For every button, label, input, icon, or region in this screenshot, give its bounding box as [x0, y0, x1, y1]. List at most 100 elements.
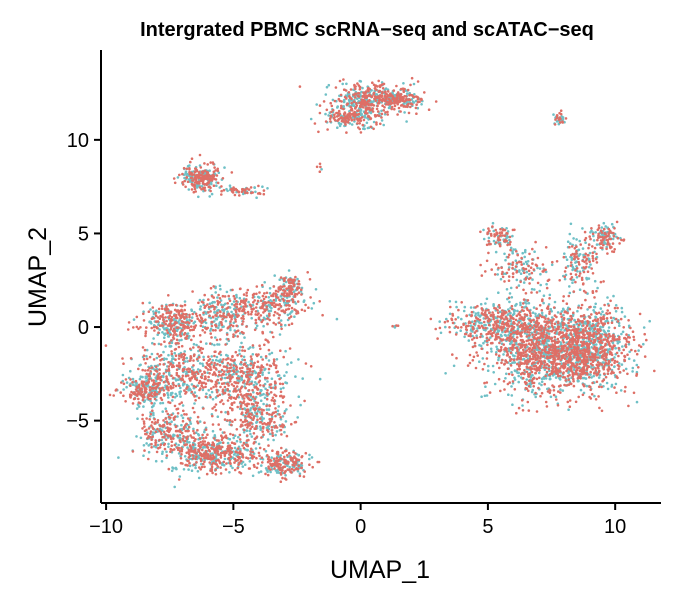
scrna-point [545, 286, 549, 290]
scatac-point [320, 168, 323, 171]
scrna-point [525, 343, 528, 347]
scrna-point [605, 353, 609, 356]
scrna-point [462, 323, 465, 327]
scatac-point [169, 392, 173, 395]
scrna-point [356, 94, 360, 98]
scatac-point [251, 353, 255, 356]
scatac-point [569, 222, 573, 226]
scrna-point [600, 350, 603, 354]
scrna-point [476, 304, 479, 308]
scrna-point [481, 368, 485, 371]
scrna-point [500, 339, 504, 342]
scatac-point [259, 355, 263, 359]
scrna-point [393, 104, 397, 108]
scatac-point [522, 262, 526, 266]
scrna-point [476, 354, 480, 357]
scatac-point [268, 305, 272, 309]
scrna-point [465, 314, 469, 317]
scatac-point [519, 376, 523, 379]
scatac-point [229, 328, 232, 332]
scrna-point [516, 355, 519, 358]
scrna-point [262, 192, 266, 196]
scrna-point [502, 325, 506, 329]
scatac-point [581, 227, 584, 230]
scatac-point [508, 330, 511, 334]
scrna-point [403, 87, 406, 91]
scatac-point [589, 373, 592, 376]
scatac-point [286, 363, 289, 366]
scatac-point [177, 443, 180, 447]
scatac-point [161, 331, 164, 334]
scatac-point [222, 325, 225, 328]
scatac-point [523, 250, 527, 254]
scatac-point [214, 286, 217, 290]
scatac-point [172, 433, 175, 437]
scrna-point [594, 338, 597, 342]
scrna-point [507, 309, 511, 313]
scatac-point [243, 463, 247, 467]
scrna-point [570, 317, 574, 320]
scrna-point [525, 335, 529, 338]
scatac-point [266, 380, 269, 383]
scrna-point [318, 170, 322, 173]
scatac-point [484, 329, 487, 332]
scrna-point [594, 367, 597, 370]
scrna-point [538, 304, 542, 307]
scatac-point [512, 248, 515, 251]
scatac-point [547, 359, 551, 363]
scrna-point [547, 317, 550, 321]
scrna-point [492, 317, 495, 321]
scatac-point [211, 429, 215, 433]
scrna-point [526, 299, 530, 302]
scatac-point [258, 296, 261, 299]
scatac-point [325, 85, 329, 89]
scatac-point [614, 310, 618, 313]
scrna-point [559, 350, 562, 353]
scatac-point [547, 303, 551, 306]
scrna-point [502, 380, 506, 383]
scrna-point [626, 372, 629, 376]
scrna-point [214, 169, 217, 172]
scrna-point [542, 366, 546, 369]
scrna-point [506, 319, 510, 323]
scatac-point [299, 403, 302, 407]
scrna-point [380, 112, 384, 116]
scatac-point [154, 459, 158, 463]
scrna-point [531, 381, 534, 385]
scrna-point [390, 105, 394, 109]
scatac-point [542, 294, 546, 298]
scrna-point [347, 118, 351, 121]
scatac-point [574, 261, 577, 264]
scrna-point [606, 336, 610, 340]
scrna-point [562, 341, 565, 344]
scrna-point [385, 96, 388, 99]
scrna-point [530, 367, 534, 371]
scatac-point [554, 395, 558, 399]
scrna-point [545, 320, 548, 324]
scatac-point [181, 416, 185, 420]
scatac-point [594, 302, 597, 306]
scatac-point [207, 388, 210, 392]
scrna-point [220, 185, 223, 188]
scatac-point [556, 311, 560, 314]
scrna-point [561, 121, 564, 124]
scrna-point [402, 90, 406, 93]
scatac-point [594, 231, 597, 234]
scatac-point [455, 305, 458, 309]
scatac-point [621, 345, 624, 348]
scrna-point [489, 341, 493, 345]
scatac-point [498, 319, 502, 323]
scrna-point [533, 324, 536, 327]
scrna-point [548, 373, 551, 377]
scrna-point [358, 101, 361, 105]
scrna-point [528, 359, 531, 363]
scatac-point [250, 435, 254, 438]
scrna-point [193, 187, 197, 191]
scrna-point [547, 367, 551, 371]
scatac-point [178, 319, 181, 322]
scatac-point [565, 258, 569, 262]
scrna-point [434, 100, 438, 103]
scrna-point [589, 388, 592, 392]
scatac-point [342, 98, 346, 102]
scrna-point [498, 366, 501, 370]
